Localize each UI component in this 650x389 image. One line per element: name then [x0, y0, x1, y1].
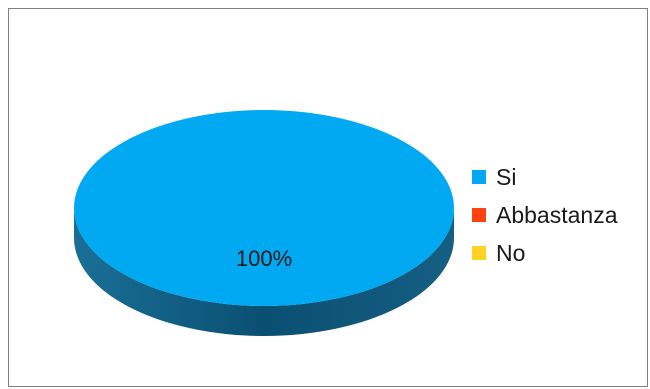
legend-item-no: No	[472, 234, 617, 272]
legend: Si Abbastanza No	[472, 158, 617, 272]
legend-swatch	[472, 246, 486, 260]
legend-label: Abbastanza	[496, 201, 618, 228]
legend-swatch	[472, 170, 486, 184]
pie-slice	[74, 110, 454, 306]
legend-item-abbastanza: Abbastanza	[472, 196, 617, 234]
pie-slice-side	[74, 208, 454, 336]
legend-label: No	[496, 239, 526, 266]
legend-item-si: Si	[472, 158, 617, 196]
legend-label: Si	[496, 163, 517, 190]
legend-swatch	[472, 208, 486, 222]
data-label: 100%	[236, 246, 292, 271]
